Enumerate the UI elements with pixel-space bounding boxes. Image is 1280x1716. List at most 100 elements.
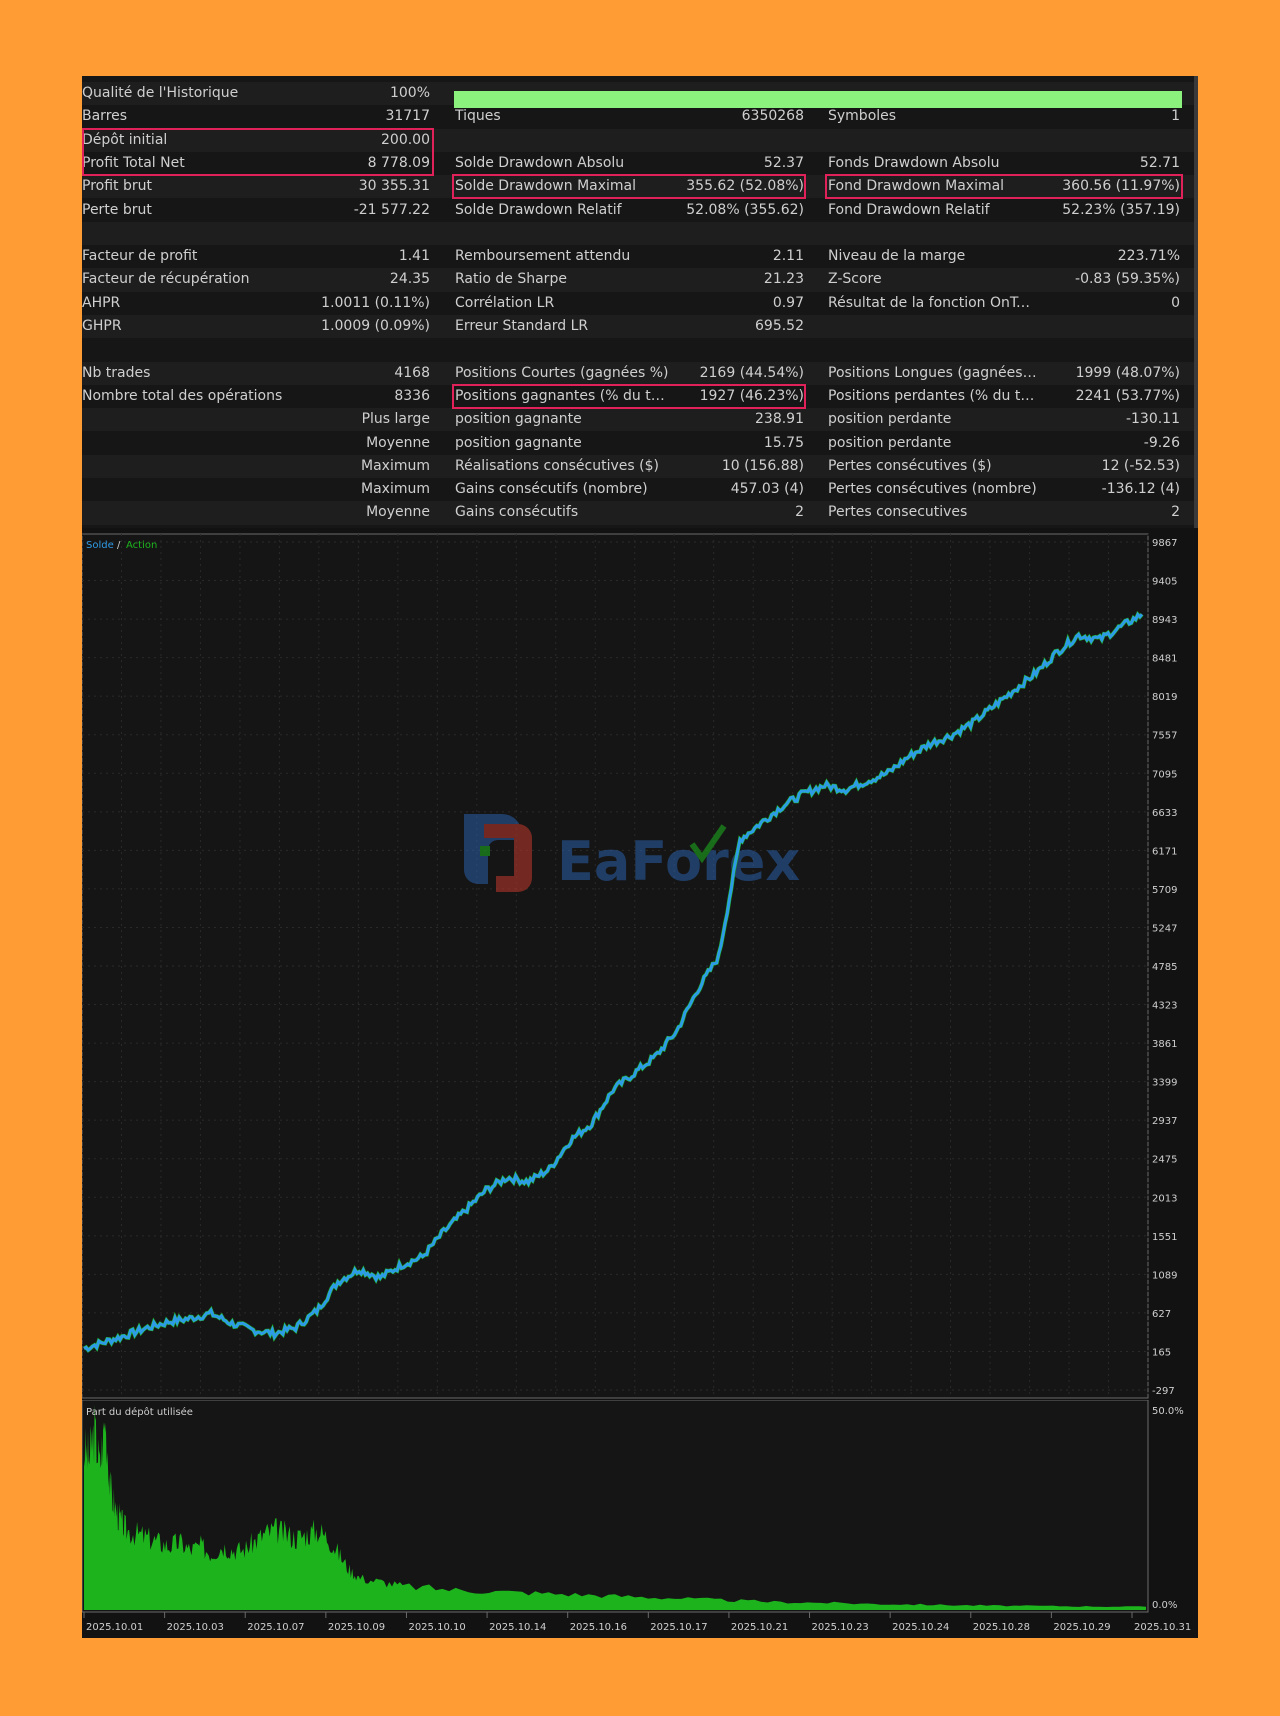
stat-value: 1.0009 (0.09%): [321, 318, 430, 334]
x-tick-label: 2025.10.10: [408, 1622, 465, 1633]
stat-value: Maximum: [361, 481, 430, 498]
y-tick-label: 1551: [1152, 1232, 1177, 1243]
watermark-text: EaForex: [557, 830, 800, 893]
stats-row: Perte brut -21 577.22 Solde Drawdown Relat…: [82, 199, 1198, 222]
y-tick-label: 5709: [1152, 885, 1177, 896]
y-tick-label: 165: [1152, 1347, 1171, 1358]
stats-row: Barres 31717 Tiques 6350268 Symboles 1: [82, 105, 1198, 128]
stat-value: -21 577.22: [353, 201, 430, 218]
stat-label: Remboursement attendu: [455, 248, 631, 265]
highlight-winning-positions: [452, 383, 806, 410]
stat-value: Moyenne: [366, 504, 430, 521]
x-tick-label: 2025.10.09: [328, 1622, 385, 1633]
stat-value: 0.97: [772, 294, 804, 311]
stat-value: -9.26: [1143, 434, 1180, 451]
sub-y-tick-label: 50.0%: [1152, 1406, 1184, 1417]
y-tick-label: -297: [1152, 1386, 1175, 1397]
stat-label: Solde Drawdown Absolu: [455, 154, 625, 171]
x-tick-label: 2025.10.03: [167, 1622, 224, 1633]
stats-row: Maximum Gains consécutifs (nombre) 457.03 …: [82, 478, 1198, 501]
stat-value: 2: [1171, 504, 1180, 521]
y-tick-label: 1089: [1152, 1270, 1177, 1281]
stats-row: [82, 221, 1198, 246]
stats-row: AHPR 1.0011 (0.11%) Corrélation LR 0.97 Résu…: [82, 292, 1198, 315]
stats-row: Facteur de profit 1.41 Remboursement atten…: [82, 245, 1198, 268]
x-tick-label: 2025.10.31: [1134, 1622, 1191, 1633]
y-tick-label: 6633: [1152, 808, 1177, 819]
y-tick-label: 6171: [1152, 846, 1177, 857]
x-tick-label: 2025.10.21: [731, 1622, 788, 1633]
stat-value: 2: [795, 504, 804, 521]
stat-value: 238.91: [755, 411, 804, 428]
y-tick-label: 4785: [1152, 962, 1177, 973]
x-tick-label: 2025.10.28: [973, 1622, 1030, 1633]
stat-value: 0: [1171, 294, 1180, 311]
balance-chart: EaForex 9867 9405 8943 8481 8019 7557 7095 6633…: [82, 528, 1198, 1404]
stat-value: 100%: [389, 85, 430, 101]
stat-value: -0.83 (59.35%): [1075, 271, 1180, 288]
y-tick-label: 4323: [1152, 1001, 1177, 1012]
stat-label: Solde Drawdown Relatif: [455, 201, 622, 218]
stat-value: 1999 (48.07%): [1075, 364, 1180, 381]
x-tick-label: 2025.10.14: [489, 1622, 546, 1633]
stat-value: 24.35: [389, 271, 430, 288]
history-quality-bar: [454, 91, 1182, 108]
x-tick-label: 2025.10.23: [812, 1622, 869, 1633]
stat-value: 21.23: [763, 271, 804, 288]
stat-value: 695.52: [755, 318, 804, 334]
stats-row: GHPR 1.0009 (0.09%) Erreur Standard LR 695.…: [82, 315, 1198, 339]
stats-row: Plus large position gagnante 238.91 positio…: [82, 408, 1198, 432]
stat-value: 223.71%: [1117, 248, 1180, 265]
y-tick-label: 8019: [1152, 692, 1177, 703]
sub-chart-title: Part du dépôt utilisée: [86, 1406, 193, 1418]
stat-value: 52.08% (355.62): [686, 201, 804, 218]
stats-row: Moyenne position gagnante 15.75 position pe…: [82, 432, 1198, 455]
backtest-statistics-table: Qualité de l'Historique 100% Barres 31717 Ti…: [82, 82, 1198, 532]
y-tick-label: 7557: [1152, 731, 1177, 742]
legend-solde: Solde: [86, 540, 114, 551]
y-tick-label: 8481: [1152, 654, 1177, 665]
stats-row: Facteur de récupération 24.35 Ratio de Sha…: [82, 268, 1198, 292]
stat-value: 30 355.31: [358, 178, 430, 195]
stat-value: Moyenne: [366, 434, 430, 451]
stat-label: Ratio de Sharpe: [455, 271, 567, 288]
stat-value: 457.03 (4): [730, 481, 804, 498]
stats-row: Profit brut 30 355.31 Solde Drawdown Maxim…: [82, 175, 1198, 199]
stat-label: Gains consécutifs (nombre): [455, 481, 648, 498]
stat-value: 4168: [394, 364, 430, 381]
y-tick-label: 627: [1152, 1309, 1171, 1320]
sub-y-tick-label: 0.0%: [1152, 1600, 1177, 1611]
vertical-scrollbar[interactable]: [1194, 76, 1198, 528]
stat-value: 31717: [385, 108, 430, 125]
stats-row: Moyenne Gains consécutifs 2 Pertes consecut…: [82, 501, 1198, 525]
y-tick-label: 8943: [1152, 615, 1177, 626]
stat-label: position gagnante: [455, 434, 582, 451]
stats-row: Nb trades 4168 Positions Courtes (gagnées …: [82, 361, 1198, 385]
x-tick-label: 2025.10.29: [1053, 1622, 1110, 1633]
stat-value: 2241 (53.77%): [1075, 387, 1180, 404]
stat-value: 52.71: [1139, 154, 1180, 171]
stat-value: 2.11: [772, 248, 804, 265]
stat-value: -136.12 (4): [1101, 481, 1180, 498]
stat-label: Réalisations consécutives ($): [455, 457, 659, 474]
y-tick-label: 3861: [1152, 1039, 1177, 1050]
solde-balance-line: [83, 611, 1144, 1353]
x-tick-label: 2025.10.16: [570, 1622, 627, 1633]
stat-label: Gains consécutifs: [455, 504, 579, 521]
highlight-equity-drawdown: [825, 174, 1183, 200]
stat-label: Tiques: [455, 108, 501, 125]
stats-row: Maximum Réalisations consécutives ($) 10 (…: [82, 454, 1198, 479]
stat-value: 52.37: [763, 154, 804, 171]
stat-label: Positions Courtes (gagnées %): [455, 364, 669, 381]
stat-value: 1.41: [398, 248, 430, 265]
stat-value: 6350268: [741, 108, 804, 125]
strategy-tester-report: Qualité de l'Historique 100% Barres 31717 Ti…: [82, 76, 1198, 1638]
y-tick-label: 2937: [1152, 1116, 1177, 1127]
x-tick-label: 2025.10.17: [650, 1622, 707, 1633]
eaforex-watermark: EaForex: [464, 814, 800, 893]
stat-value: 12 (-52.53): [1101, 457, 1180, 474]
stat-value: 10 (156.88): [721, 457, 804, 474]
stats-row: Dépôt initial 200.00: [82, 128, 1198, 152]
stat-value: 15.75: [763, 434, 804, 451]
stat-value: Maximum: [361, 457, 430, 474]
